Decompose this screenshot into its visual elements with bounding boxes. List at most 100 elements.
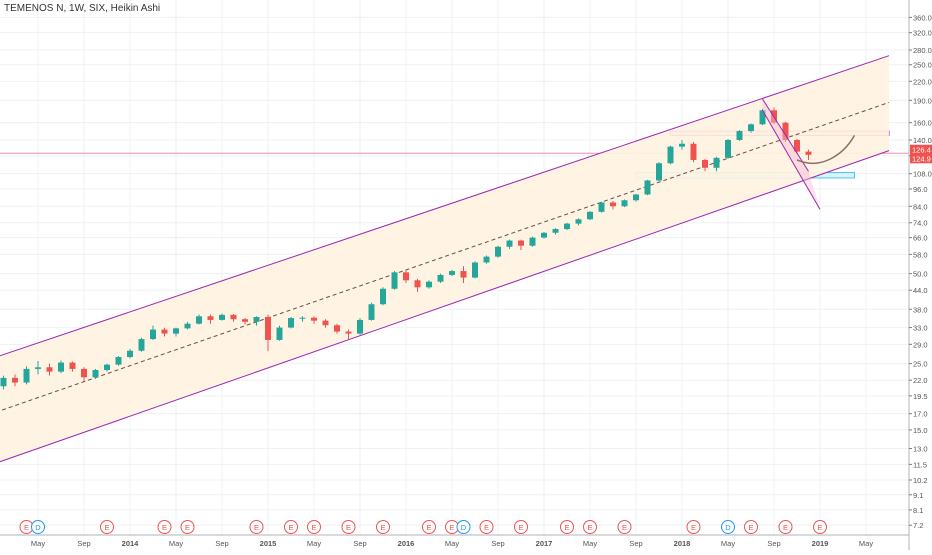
price-axis-label: 33.0 xyxy=(913,324,928,333)
candle-body xyxy=(161,329,168,334)
time-axis-label: 2016 xyxy=(398,539,415,548)
price-marker-box xyxy=(910,144,932,155)
price-axis-label: 360.0 xyxy=(913,13,932,22)
event-marker-label: E xyxy=(484,523,489,532)
time-axis-label: 2017 xyxy=(536,539,553,548)
candle-body xyxy=(748,124,754,132)
candle-body xyxy=(23,368,30,383)
price-axis-label: 25.0 xyxy=(913,360,928,369)
candle-body xyxy=(690,143,697,160)
candle-body xyxy=(702,159,708,168)
event-marker xyxy=(341,520,356,534)
event-marker-label: D xyxy=(35,523,41,532)
event-marker xyxy=(744,520,758,534)
event-marker xyxy=(514,520,528,534)
event-marker-label: E xyxy=(185,523,190,532)
event-marker-label: E xyxy=(311,523,316,532)
event-marker xyxy=(686,520,701,534)
time-axis-label: 2015 xyxy=(260,539,277,548)
time-axis-label: Sep xyxy=(215,539,228,548)
candle-body xyxy=(725,139,731,158)
event-marker-label: E xyxy=(622,523,627,532)
price-axis-label: 7.2 xyxy=(913,521,923,530)
price-axis-label: 19.5 xyxy=(913,392,928,401)
candle-body xyxy=(506,240,513,247)
event-marker xyxy=(376,520,390,534)
candle-body xyxy=(564,223,570,230)
channel-mid-line xyxy=(0,101,890,412)
candle-body xyxy=(598,202,605,212)
price-axis-label: 96.0 xyxy=(913,185,928,194)
candle-body xyxy=(667,146,674,164)
event-marker xyxy=(100,520,114,534)
price-axis-label: 44.0 xyxy=(913,286,928,295)
candle-body xyxy=(265,316,271,340)
candle-body xyxy=(219,314,225,320)
channel-fill xyxy=(0,55,889,462)
chart-title: TEMENOS N, 1W, SIX, Heikin Ashi xyxy=(4,3,161,14)
candle-body xyxy=(104,364,110,370)
time-axis-label: May xyxy=(31,539,45,548)
event-marker-label: E xyxy=(426,523,431,532)
candle-body xyxy=(518,240,524,246)
event-marker xyxy=(813,520,827,534)
candle-body xyxy=(575,219,582,224)
price-axis-label: 280.0 xyxy=(913,46,932,55)
candle-body xyxy=(127,350,133,358)
candle-body xyxy=(495,246,501,257)
price-marker-box xyxy=(910,153,932,164)
event-marker xyxy=(422,520,436,534)
candle-body xyxy=(242,319,248,322)
event-marker xyxy=(617,520,632,534)
price-marker-label: 124.9 xyxy=(912,154,931,163)
candle-body xyxy=(529,237,536,246)
event-marker-label: E xyxy=(587,523,592,532)
price-axis-label: 160.0 xyxy=(913,119,932,128)
price-axis-label: 58.0 xyxy=(913,250,928,259)
candle-body xyxy=(322,320,329,326)
event-marker xyxy=(157,520,172,534)
candle-body xyxy=(12,377,18,383)
candle-body xyxy=(679,143,685,147)
event-marker xyxy=(249,520,264,534)
candle-body xyxy=(472,262,478,278)
candle-body xyxy=(184,323,191,329)
candle-body xyxy=(207,316,214,320)
descending-channel-fill xyxy=(762,98,820,210)
price-axis-label: 320.0 xyxy=(913,29,932,38)
price-axis-label: 15.0 xyxy=(913,426,928,435)
candle-body xyxy=(782,122,789,140)
event-marker-label: E xyxy=(449,523,454,532)
candle-body xyxy=(345,331,352,334)
candle-body xyxy=(173,328,179,334)
event-marker xyxy=(721,520,735,534)
price-axis-label: 22.0 xyxy=(913,376,928,385)
event-marker-label: E xyxy=(783,523,788,532)
time-axis-label: Sep xyxy=(353,539,366,548)
event-marker-label: D xyxy=(725,523,731,532)
trend-drawings xyxy=(762,98,856,210)
event-marker xyxy=(180,520,195,534)
candle-body xyxy=(633,194,639,201)
candle-body xyxy=(610,202,616,207)
event-marker-label: E xyxy=(817,523,822,532)
event-marker-label: E xyxy=(104,523,109,532)
candle-body xyxy=(35,367,41,369)
event-marker xyxy=(560,520,574,534)
price-axis-label: 9.1 xyxy=(913,491,923,500)
price-axis-label: 140.0 xyxy=(913,136,932,145)
candle-body xyxy=(230,314,237,320)
candle-body xyxy=(805,151,812,155)
time-axis-label: 2014 xyxy=(122,539,140,548)
candle-body xyxy=(391,272,398,289)
candle-body xyxy=(483,256,490,263)
candle-body xyxy=(713,157,720,168)
channel-top-line xyxy=(0,55,890,357)
recovery-curve xyxy=(796,135,856,165)
price-axis[interactable]: 7.2 8.1 9.1 10.2 11.5 13.0 15.0 17.0 19.5 22.0 25.… xyxy=(908,0,932,550)
event-marker-label: D xyxy=(461,523,467,532)
time-axis[interactable]: May Sep 2014 May Sep 2015 May Sep 2016 May Sep 2017… xyxy=(0,534,909,548)
time-axis-label: May xyxy=(583,539,597,548)
